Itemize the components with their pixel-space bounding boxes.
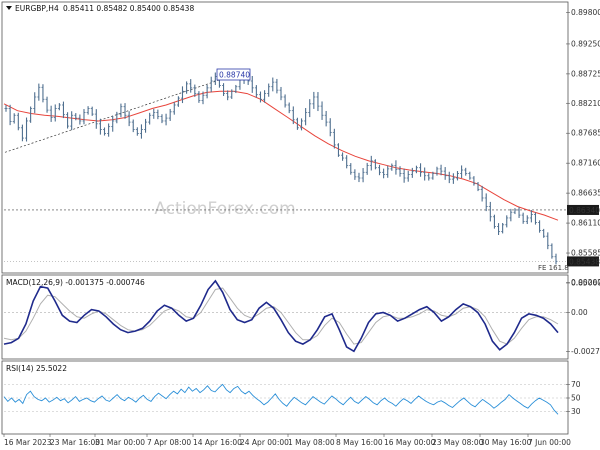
- time-tick-label: 24 Apr 00:00: [240, 438, 289, 447]
- price-header-values: 0.85411 0.85482 0.85400 0.85438: [63, 4, 194, 13]
- price-tags: 0.86340 0.85438: [567, 204, 600, 267]
- time-tick-label: 1 May 08:00: [288, 438, 335, 447]
- watermark-text: ActionForex.com: [154, 199, 295, 219]
- rsi-axis: 70 50 30: [4, 380, 581, 416]
- price-header-symbol: EURGBP,H4: [15, 4, 59, 13]
- price-tag-label: 0.85438: [569, 257, 600, 266]
- price-tick-label: 0.88725: [571, 69, 600, 78]
- rsi-tick-label: 50: [571, 394, 581, 403]
- rsi-tick-label: 70: [571, 380, 581, 389]
- price-overlay: [3, 72, 566, 262]
- price-tick-label: 0.86110: [571, 219, 600, 228]
- macd-panel-frame: [1, 274, 569, 360]
- price-tick-label: 0.87685: [571, 129, 600, 138]
- price-tag-label: 0.86340: [569, 206, 600, 215]
- macd-tick-label: -0.002716: [571, 347, 600, 356]
- macd-main-line: [3, 279, 559, 353]
- price-tag-box: [567, 256, 599, 267]
- time-tick-label: 14 Apr 16:00: [193, 438, 242, 447]
- time-tick-label: 7 Apr 08:00: [147, 438, 191, 447]
- price-tick-label: 0.89250: [571, 39, 600, 48]
- macd-tick-label: 0.00: [571, 308, 588, 317]
- fe-annotation-label: FE 161.8: [538, 264, 569, 272]
- macd-signal-line: [3, 287, 559, 345]
- price-tick-label: 0.89800: [571, 8, 600, 17]
- rsi-tick-label: 30: [571, 407, 581, 416]
- price-tick-label: 0.86635: [571, 189, 600, 198]
- time-tick-label: 7 Jun 00:00: [528, 438, 571, 447]
- time-tick-label: 30 May 16:00: [480, 438, 532, 447]
- rsi-lines: [3, 383, 559, 415]
- high-annotation-label: 0.88740: [219, 71, 250, 80]
- price-tick-label: 0.88210: [571, 99, 600, 108]
- time-tick-label: 23 May 08:00: [432, 438, 484, 447]
- rsi-panel-frame: [1, 360, 569, 435]
- price-bars: [4, 68, 558, 265]
- time-tick-label: 31 Mar 00:00: [95, 438, 145, 447]
- price-tick-label: 0.85585: [571, 249, 600, 258]
- trendline: [4, 72, 241, 153]
- time-tick-label: 16 Mar 2023: [4, 438, 52, 447]
- price-panel-frame: [1, 1, 569, 274]
- macd-label: MACD(12,26,9) -0.001375 -0.000746: [6, 278, 145, 287]
- price-axis: 0.89800 0.89250 0.88725 0.88210 0.87685 0.871…: [566, 8, 600, 287]
- macd-lines: [3, 279, 559, 353]
- high-annotation-box: [216, 68, 251, 81]
- price-tick-label: 0.87160: [571, 159, 600, 168]
- price-tick-label: 0.85060: [571, 278, 600, 287]
- rsi-line: [3, 383, 559, 415]
- time-tick-label: 23 Mar 16:00: [50, 438, 100, 447]
- rsi-label: RSI(14) 25.5022: [6, 364, 67, 373]
- time-tick-label: 16 May 00:00: [384, 438, 436, 447]
- time-tick-label: 8 May 16:00: [336, 438, 383, 447]
- macd-axis: 0.002074 0.00 -0.002716: [4, 278, 600, 356]
- price-tag-box: [567, 204, 599, 215]
- triangle-down-icon[interactable]: [6, 6, 12, 10]
- macd-tick-label: 0.002074: [571, 278, 600, 287]
